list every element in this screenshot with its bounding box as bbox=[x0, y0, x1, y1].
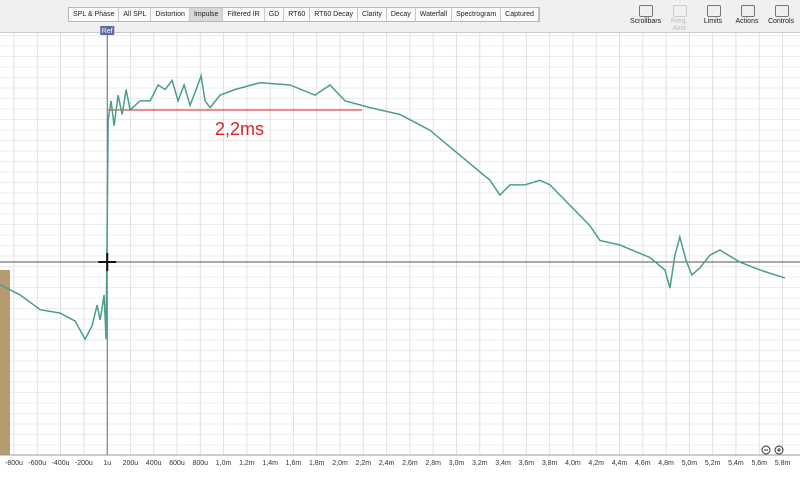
tab-bar: SPL & Phase All SPL Distortion Impulse Filte… bbox=[68, 7, 540, 22]
x-tick-label: 5,6m bbox=[751, 460, 767, 467]
x-tick-label: -400u bbox=[52, 460, 70, 467]
tool-buttons: Scrollbars Freq. Axis Limits Actions Control… bbox=[630, 2, 796, 32]
x-tick-label: 3,2m bbox=[472, 460, 488, 467]
x-tick-label: 2,0m bbox=[332, 460, 348, 467]
x-tick-label: 4,6m bbox=[635, 460, 651, 467]
x-tick-label: 1,6m bbox=[286, 460, 302, 467]
x-tick-label: 4,8m bbox=[658, 460, 674, 467]
x-tick-label: 5,4m bbox=[728, 460, 744, 467]
x-tick-label: 3,0m bbox=[449, 460, 465, 467]
x-tick-label: -800u bbox=[5, 460, 23, 467]
x-tick-label: 4,0m bbox=[565, 460, 581, 467]
x-tick-label: 400u bbox=[146, 460, 162, 467]
x-tick-label: 2,4m bbox=[379, 460, 395, 467]
ref-flag bbox=[100, 26, 115, 35]
x-tick-label: 800u bbox=[193, 460, 209, 467]
background-window bbox=[0, 270, 10, 455]
x-tick-label: 1,4m bbox=[262, 460, 278, 467]
x-tick-label: 2,8m bbox=[425, 460, 441, 467]
tab[interactable]: All SPL bbox=[119, 8, 152, 21]
x-tick-label: 5,2m bbox=[705, 460, 721, 467]
tool-button[interactable]: Scrollbars bbox=[630, 2, 661, 32]
x-tick-label: 1,8m bbox=[309, 460, 325, 467]
tab[interactable]: GD bbox=[265, 8, 285, 21]
x-tick-label: 3,6m bbox=[519, 460, 535, 467]
zoom-in[interactable] bbox=[774, 445, 784, 455]
tool-button[interactable]: Actions bbox=[732, 2, 762, 32]
x-tick-label: 5,0m bbox=[682, 460, 698, 467]
tab[interactable]: Distortion bbox=[151, 8, 190, 21]
tab[interactable]: Filtered IR bbox=[223, 8, 265, 21]
tab[interactable]: Impulse bbox=[189, 8, 224, 21]
tab[interactable]: RT60 bbox=[284, 8, 311, 21]
tab[interactable]: Spectrogram bbox=[452, 8, 502, 21]
x-tick-label: 1,2m bbox=[239, 460, 255, 467]
tab[interactable]: Decay bbox=[387, 8, 416, 21]
tool-button[interactable]: Controls bbox=[766, 2, 796, 32]
x-tick-label: 200u bbox=[123, 460, 139, 467]
x-tick-label: 3,8m bbox=[542, 460, 558, 467]
x-tick-label: 2,6m bbox=[402, 460, 418, 467]
x-tick-label: -600u bbox=[28, 460, 46, 467]
ref-label: Ref bbox=[102, 28, 113, 35]
tool-button[interactable]: Limits bbox=[698, 2, 728, 32]
x-tick-label: 600u bbox=[169, 460, 185, 467]
tab[interactable]: RT60 Decay bbox=[310, 8, 359, 21]
impulse-curve bbox=[0, 72, 786, 341]
x-tick-label: 1u bbox=[103, 460, 111, 467]
x-tick-label: 1,0m bbox=[216, 460, 232, 467]
x-tick-label: 4,2m bbox=[588, 460, 604, 467]
grid bbox=[0, 33, 800, 455]
zoom-out[interactable] bbox=[761, 445, 771, 455]
x-tick-label: 5,8m bbox=[775, 460, 791, 467]
annotation: 2,2ms bbox=[215, 119, 264, 139]
tab[interactable]: SPL & Phase bbox=[69, 8, 120, 21]
x-tick-label: 4,4m bbox=[612, 460, 628, 467]
x-tick-label: -200u bbox=[75, 460, 93, 467]
tool-button[interactable]: Freq. Axis bbox=[664, 2, 694, 32]
toolbar: SPL & Phase All SPL Distortion Impulse Filte… bbox=[0, 0, 800, 33]
plot-background bbox=[0, 33, 800, 455]
x-tick-label: 2,2m bbox=[356, 460, 372, 467]
x-tick-label: 3,4m bbox=[495, 460, 511, 467]
tab[interactable]: Clarity bbox=[358, 8, 387, 21]
tab[interactable]: Waterfall bbox=[416, 8, 453, 21]
tab[interactable]: Captured bbox=[501, 8, 539, 21]
plot bbox=[0, 72, 786, 341]
